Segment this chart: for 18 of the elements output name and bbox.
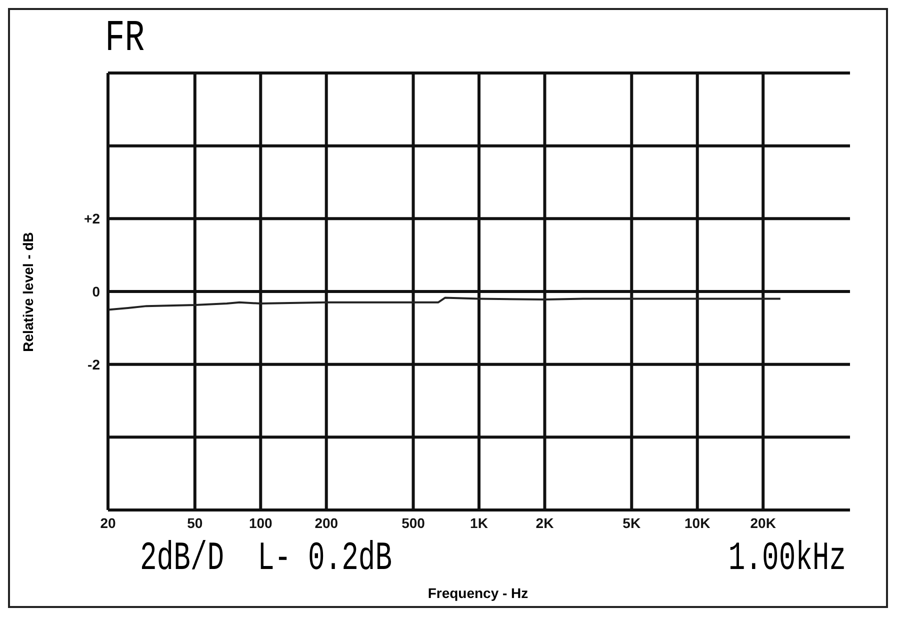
y-tick-label: -2 [88,356,100,372]
x-tick-label: 500 [402,514,426,531]
x-tick-label: 1K [470,514,488,531]
x-tick-label: 2K [536,514,554,531]
text: 1.00kHz [728,537,846,582]
y-axis-title: Relative level - dB [20,232,36,352]
chart-title: FR [105,14,145,64]
x-tick-label: 10K [684,514,710,531]
text: 2dB/D L- 0.2dB [140,537,392,582]
x-tick-label: 50 [187,514,203,531]
x-tick-label: 200 [314,514,338,531]
y-tick-label: 0 [92,283,100,300]
y-tick-label: +2 [84,210,100,227]
x-axis-title: Frequency - Hz [428,585,528,601]
x-tick-label: 100 [248,514,273,531]
x-tick-label: 20K [750,514,776,531]
x-tick-label: 20 [100,514,116,531]
x-tick-label: 5K [622,514,641,531]
